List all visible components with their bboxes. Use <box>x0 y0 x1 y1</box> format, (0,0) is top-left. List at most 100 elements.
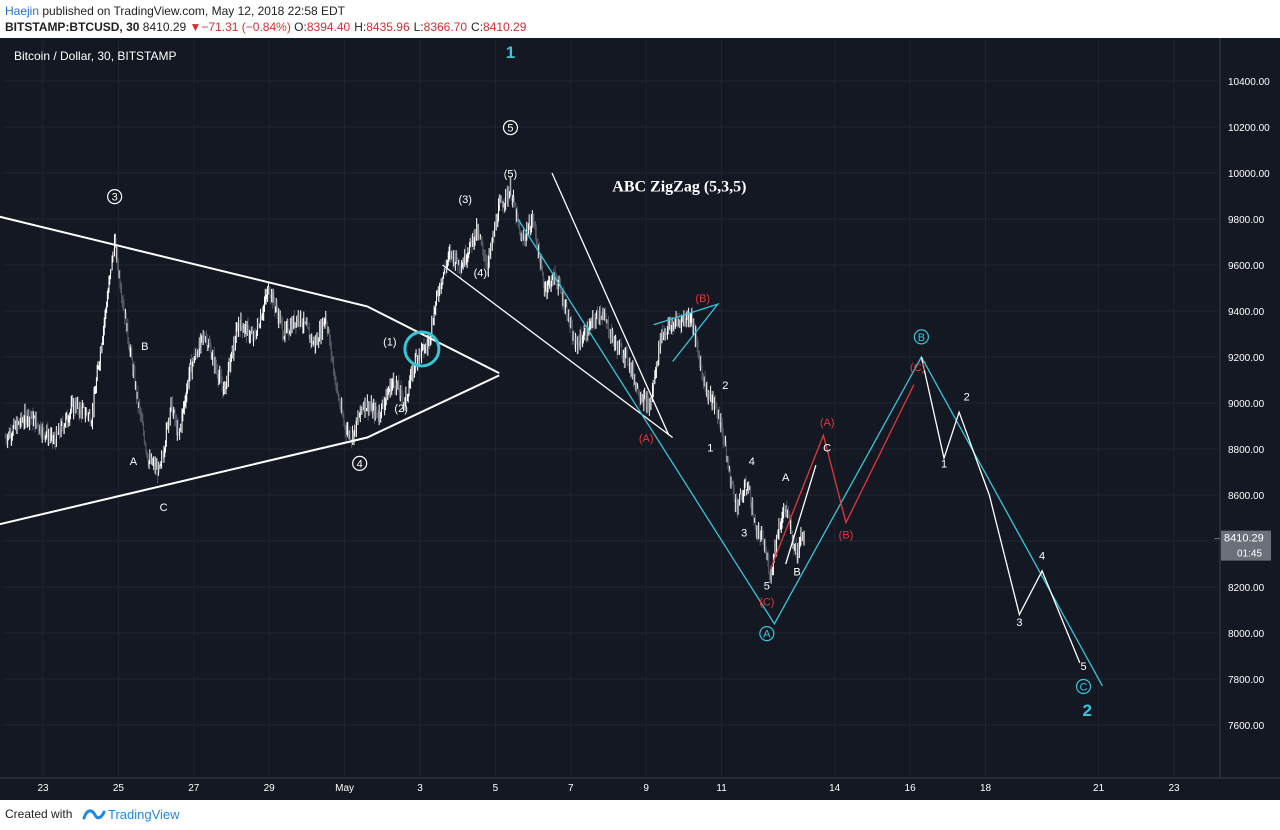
candle-body <box>687 314 689 320</box>
candle-body <box>657 361 659 366</box>
candle-body <box>140 408 141 415</box>
candle-body <box>487 261 489 270</box>
x-tick-label: 21 <box>1093 783 1105 794</box>
candle-body <box>522 238 524 240</box>
candle-body <box>373 405 375 408</box>
time-axis[interactable]: 23 25 27 29 May 3 5 7 9 11 14 16 18 21 23 <box>37 783 1180 794</box>
candle-body <box>299 321 301 323</box>
candle-body <box>673 323 675 330</box>
candle-body <box>420 351 422 357</box>
candle-body <box>695 332 697 340</box>
candle-body <box>384 402 386 408</box>
candle-body <box>68 420 70 421</box>
candle-body <box>238 323 239 334</box>
author-link[interactable]: Haejin <box>5 4 40 18</box>
candle-body <box>600 311 601 317</box>
candle-body <box>137 392 139 406</box>
candle-body <box>41 426 43 436</box>
candle-body <box>656 362 657 373</box>
candle-body <box>551 276 553 284</box>
candle-body <box>449 250 451 254</box>
candle-body <box>221 383 223 387</box>
candle-body <box>539 257 541 269</box>
candle-body <box>653 383 655 385</box>
candle-body <box>284 326 286 338</box>
candle-body <box>211 357 213 359</box>
candle-body <box>500 199 502 202</box>
candle-body <box>749 488 751 490</box>
candle-body <box>248 327 250 338</box>
change-value: −71.31 (−0.84%) <box>201 20 291 34</box>
tradingview-logo-icon[interactable] <box>82 805 106 823</box>
candle-body <box>722 421 723 432</box>
candle-body <box>119 273 121 286</box>
price-axis[interactable]: 7600.007800.008000.008200.008400.008600.… <box>1228 77 1270 732</box>
candle-body <box>617 342 619 353</box>
candle-body <box>718 413 720 424</box>
candle-body <box>497 221 499 224</box>
candle-body <box>338 398 340 401</box>
candle-body <box>122 300 124 306</box>
candle-body <box>380 415 382 417</box>
candle-body <box>708 393 710 395</box>
candle-body <box>396 382 398 387</box>
candle-body <box>680 321 682 327</box>
wave-label: A <box>130 456 138 468</box>
candle-body <box>169 419 170 421</box>
candle-body <box>236 328 238 330</box>
candle-body <box>480 238 481 240</box>
candle-body <box>733 491 735 501</box>
candle-body <box>648 405 650 409</box>
candle-body <box>249 337 250 338</box>
candle-body <box>683 318 685 320</box>
candle-body <box>334 373 335 374</box>
wave-label: B <box>141 341 148 353</box>
wave-label: B <box>918 332 925 344</box>
trendline <box>0 215 500 374</box>
wave-label: 3 <box>741 527 747 539</box>
candle-body <box>481 241 483 243</box>
candle-body <box>640 398 642 401</box>
candle-body <box>627 349 628 361</box>
candle-body <box>701 366 703 374</box>
candle-body <box>628 364 630 367</box>
candle-body <box>250 332 252 334</box>
candle-body <box>784 509 786 511</box>
candle-body <box>663 333 664 336</box>
candle-body <box>169 410 171 421</box>
candle-body <box>191 360 192 372</box>
candle-body <box>341 404 342 410</box>
candle-body <box>426 346 428 349</box>
candle-body <box>204 338 206 341</box>
candle-body <box>201 336 203 337</box>
candle-body <box>38 429 40 432</box>
candle-body <box>466 255 468 261</box>
candle-body <box>477 231 479 235</box>
candle-body <box>536 241 538 246</box>
candle-body <box>344 423 345 426</box>
candle-body <box>458 260 459 266</box>
candle-body <box>53 438 55 441</box>
candle-body <box>310 335 312 342</box>
candle-body <box>406 393 407 400</box>
candle-body <box>180 425 181 431</box>
candle-body <box>59 433 61 435</box>
candle-body <box>96 369 98 381</box>
candle-body <box>277 312 279 322</box>
candle-body <box>195 352 196 359</box>
candle-body <box>256 330 257 338</box>
candle-body <box>729 468 730 470</box>
candle-body <box>489 253 491 255</box>
candle-body <box>219 372 221 377</box>
candle-body <box>320 322 322 337</box>
price-chart[interactable]: 1 5 (5) ABC ZigZag (5,3,5) 3 (3) (4) (B) B (1) 2 (2… <box>0 38 1280 800</box>
candle-body <box>207 346 209 348</box>
candle-body <box>4 437 6 439</box>
candle-body <box>16 420 18 433</box>
candle-body <box>611 330 612 340</box>
candle-body <box>5 437 7 441</box>
close-value: 8410.29 <box>483 20 527 34</box>
candle-body <box>74 409 76 412</box>
candle-body <box>473 235 474 245</box>
tradingview-brand[interactable]: TradingView <box>108 807 180 822</box>
